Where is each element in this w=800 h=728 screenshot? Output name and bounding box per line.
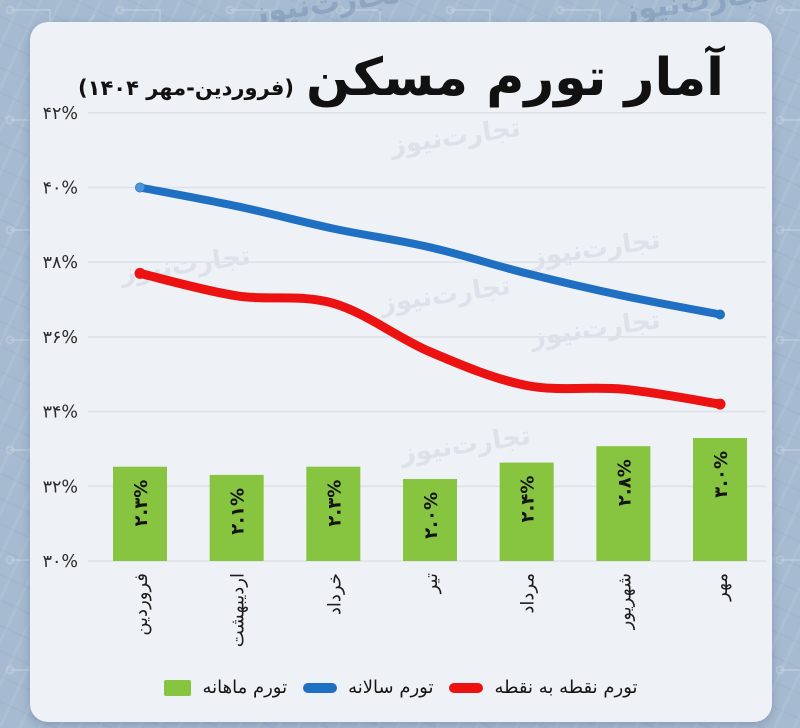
y-tick-label: ۳۸% [43, 253, 78, 273]
bar-value-label: ۳.۰% [711, 451, 732, 498]
line-endpoint-dot [715, 309, 726, 320]
bar-6 [693, 438, 748, 561]
chart-subtitle: (فروردین-مهر ۱۴۰۴) [78, 76, 294, 100]
line-series-1 [135, 268, 725, 409]
chart-title: آمار تورم مسکن [305, 48, 724, 108]
bar-3 [403, 479, 458, 561]
bar-1 [209, 474, 264, 561]
y-tick-label: ۴۰% [43, 179, 78, 199]
chart-card: تجارت‌نیوز تجارت‌نیوز تجارت‌نیوز تجارت‌ن… [30, 22, 772, 722]
line-endpoint-dot [134, 267, 146, 279]
legend-item-point-to-point: تورم نقطه به نقطه [449, 677, 638, 698]
month-label: اردیبهشت [228, 573, 249, 647]
bar-value-label: ۲.۸% [614, 459, 635, 506]
bar-value-label: ۲.۰% [421, 492, 442, 539]
line-endpoint-dot [714, 398, 726, 410]
chart-header: آمار تورم مسکن (فروردین-مهر ۱۴۰۴) [30, 48, 772, 108]
legend-label-monthly: تورم ماهانه [202, 677, 288, 698]
bar-value-label: ۲.۳% [131, 480, 152, 527]
line-series-0 [136, 183, 724, 319]
bar-5 [596, 446, 651, 561]
bar-4 [499, 462, 554, 561]
legend-item-monthly: تورم ماهانه [164, 677, 287, 698]
y-tick-label: ۳۴% [43, 403, 78, 423]
chart-legend: تورم ماهانه تورم سالانه تورم نقطه به نقط… [30, 677, 772, 698]
month-label: خرداد [324, 573, 345, 615]
legend-label-point-to-point: تورم نقطه به نقطه [494, 677, 638, 698]
y-tick-label: ۴۲% [43, 104, 78, 124]
chart-canvas: ۴۲% ۴۰% ۳۸% ۳۶% ۳۴% ۳۲% ۳۰% ۲.۳% ۲.۱% ۲.۳% ۲.۰% ۲.۴… [43, 104, 766, 647]
line-start-highlight-dot [135, 183, 145, 192]
month-label: فروردین [131, 573, 152, 636]
legend-marker-monthly-bar [164, 679, 192, 696]
bar-value-label: ۲.۱% [228, 488, 249, 535]
month-label: مرداد [518, 573, 539, 614]
legend-marker-annual-line [303, 682, 338, 693]
month-label: شهریور [614, 573, 635, 630]
bar-2 [306, 466, 361, 561]
month-label: تیر [421, 573, 442, 594]
legend-item-annual: تورم سالانه [303, 677, 433, 698]
bar-0 [113, 466, 167, 561]
legend-label-annual: تورم سالانه [348, 677, 434, 698]
y-tick-label: ۳۰% [43, 552, 78, 572]
bar-value-label: ۲.۴% [518, 476, 539, 523]
legend-marker-point-to-point-line [449, 682, 484, 693]
month-label: مهر [711, 573, 732, 602]
y-tick-label: ۳۶% [43, 328, 78, 348]
bar-value-label: ۲.۳% [324, 480, 345, 527]
y-tick-label: ۳۲% [43, 477, 78, 497]
